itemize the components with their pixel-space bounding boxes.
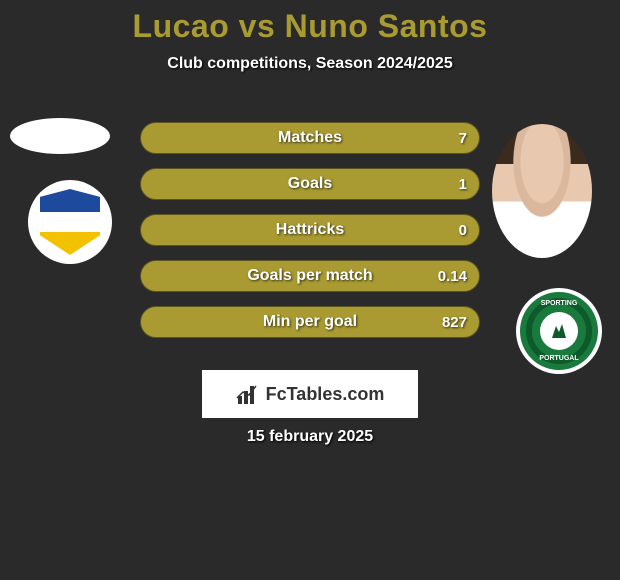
- player2-avatar: [492, 124, 592, 258]
- comparison-title: Lucao vs Nuno Santos: [0, 0, 620, 45]
- bar-chart-icon: [236, 384, 260, 404]
- badge-top-text: SPORTING: [520, 300, 598, 307]
- competition-subtitle: Club competitions, Season 2024/2025: [0, 55, 620, 73]
- watermark-badge: FcTables.com: [202, 370, 418, 418]
- stat-row-goals-per-match: Goals per match 0.14: [140, 260, 480, 292]
- stat-label: Min per goal: [263, 313, 357, 331]
- stat-right-value: 7: [459, 130, 467, 147]
- stats-container: Matches 7 Goals 1 Hattricks 0 Goals per …: [140, 122, 480, 352]
- stat-right-value: 0.14: [438, 268, 467, 285]
- stat-right-value: 0: [459, 222, 467, 239]
- badge-bottom-text: PORTUGAL: [520, 355, 598, 362]
- watermark-text: FcTables.com: [266, 384, 385, 405]
- stat-label: Matches: [278, 129, 342, 147]
- player1-avatar: [10, 118, 110, 154]
- stat-row-hattricks: Hattricks 0: [140, 214, 480, 246]
- stat-label: Goals per match: [247, 267, 372, 285]
- player2-club-badge: SPORTING PORTUGAL: [516, 288, 602, 374]
- stat-row-min-per-goal: Min per goal 827: [140, 306, 480, 338]
- vs-separator: vs: [239, 8, 276, 44]
- player1-name: Lucao: [133, 8, 230, 44]
- stat-row-goals: Goals 1: [140, 168, 480, 200]
- player1-club-badge: [28, 180, 112, 264]
- comparison-date: 15 february 2025: [0, 428, 620, 446]
- scf-shield-icon: [40, 189, 100, 255]
- stat-row-matches: Matches 7: [140, 122, 480, 154]
- stat-right-value: 1: [459, 176, 467, 193]
- stat-label: Hattricks: [276, 221, 344, 239]
- stat-label: Goals: [288, 175, 332, 193]
- stat-right-value: 827: [442, 314, 467, 331]
- player2-name: Nuno Santos: [285, 8, 488, 44]
